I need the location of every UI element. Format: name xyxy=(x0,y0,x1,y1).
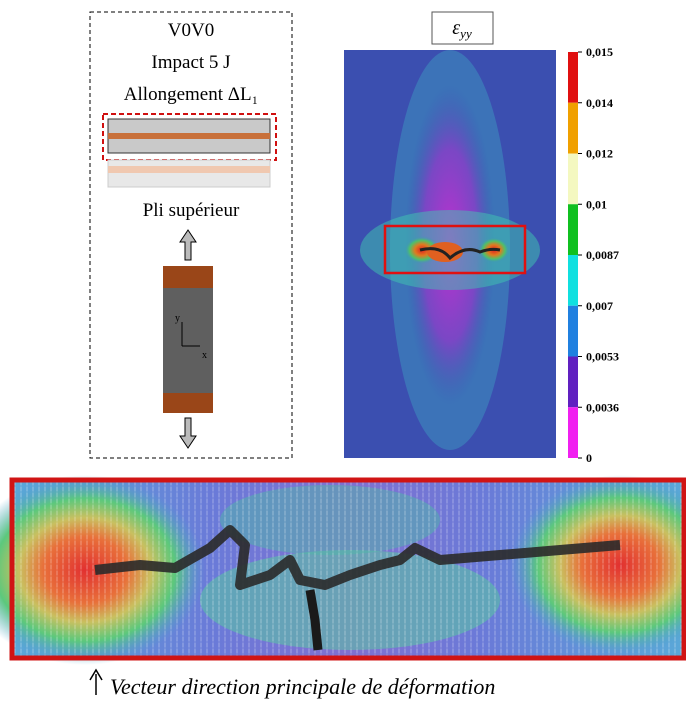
caption: Vecteur direction principale de déformat… xyxy=(110,674,495,699)
colorbar-segment xyxy=(568,305,578,357)
field-title: εyy xyxy=(452,17,472,41)
colorbar-label: 0,014 xyxy=(586,96,613,110)
title-box xyxy=(431,11,494,45)
load-arrow-up xyxy=(179,229,197,261)
colorbar-segment xyxy=(568,153,578,205)
lower-stripe xyxy=(108,166,270,173)
title-subscript: yy xyxy=(458,26,472,41)
colorbar-label: 0,015 xyxy=(586,45,613,59)
colorbar-label: 0,0036 xyxy=(586,400,619,414)
colorbar-label: 0,007 xyxy=(586,299,613,313)
colorbar-segment xyxy=(568,356,578,408)
impact-energy: Impact 5 J xyxy=(151,52,230,73)
lower-plies xyxy=(107,159,271,188)
colorbar-segment xyxy=(568,102,578,154)
zoom-frame xyxy=(9,477,686,661)
load-arrow-down xyxy=(179,417,197,449)
tab-bottom xyxy=(163,393,213,413)
title-symbol: ε xyxy=(452,17,460,39)
colorbar-segment xyxy=(568,204,578,255)
colorbar-label: 0,01 xyxy=(586,197,607,211)
colorbar-label: 0 xyxy=(586,451,592,465)
crack xyxy=(419,247,501,261)
dashed-frame xyxy=(89,11,293,459)
tab-top xyxy=(163,266,213,288)
crack xyxy=(94,525,621,590)
vector-arrow-head xyxy=(89,668,103,681)
elongation: Allongement ΔL₁ xyxy=(124,84,258,105)
colorbar-label: 0,0087 xyxy=(586,248,619,262)
axis-x-label: x xyxy=(202,350,207,361)
colorbar-segment xyxy=(568,52,578,103)
crack xyxy=(305,589,323,651)
ply-label: Pli supérieur xyxy=(143,200,240,221)
colorbar-segment xyxy=(568,255,578,306)
ply-stripe xyxy=(108,133,270,139)
specimen xyxy=(163,288,213,393)
colorbar-label: 0,012 xyxy=(586,147,613,161)
zoom-box xyxy=(383,224,527,275)
axis-y-label: y xyxy=(175,313,180,324)
colorbar-label: 0,0053 xyxy=(586,350,619,364)
colorbar-segment xyxy=(568,407,578,458)
colorbar: 0,015 0,014 0,012 0,01 0,0087 0,007 0,0053 0,00… xyxy=(568,45,619,465)
specimen-name: V0V0 xyxy=(168,20,214,41)
